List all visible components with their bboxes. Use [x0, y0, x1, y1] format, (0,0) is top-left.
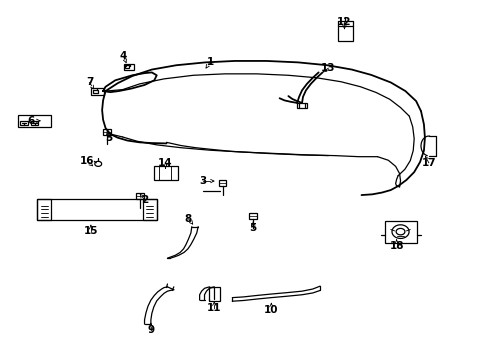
Text: 4: 4 [120, 51, 127, 61]
Text: 9: 9 [147, 325, 154, 335]
Text: 17: 17 [421, 158, 435, 168]
Text: 11: 11 [206, 303, 221, 314]
Bar [384, 221, 416, 243]
Text: 16: 16 [80, 156, 95, 166]
Text: 7: 7 [85, 77, 93, 87]
Bar [209, 287, 220, 301]
Text: 6: 6 [27, 116, 35, 126]
Text: 14: 14 [158, 158, 172, 168]
Text: 1: 1 [206, 57, 214, 67]
Bar [125, 65, 129, 68]
Bar [123, 64, 134, 69]
Bar [297, 103, 306, 108]
Bar [136, 193, 143, 199]
Bar [218, 180, 226, 186]
Bar [37, 199, 157, 220]
Text: 18: 18 [388, 241, 403, 251]
Text: 8: 8 [184, 214, 192, 224]
Text: 5: 5 [105, 133, 112, 143]
Bar [103, 129, 111, 135]
Text: 3: 3 [199, 176, 206, 186]
Bar [143, 199, 157, 220]
Text: 13: 13 [321, 63, 335, 73]
Text: 15: 15 [83, 226, 98, 236]
Bar [37, 199, 51, 220]
Text: 12: 12 [337, 17, 351, 27]
Bar [337, 26, 352, 41]
Bar [93, 90, 98, 93]
Text: 10: 10 [264, 305, 278, 315]
Text: 2: 2 [141, 195, 148, 205]
Text: 5: 5 [249, 224, 256, 233]
Bar [20, 121, 27, 126]
Bar [249, 213, 257, 220]
Bar [18, 116, 51, 127]
Bar [31, 121, 38, 126]
Bar [91, 88, 103, 95]
Bar [154, 166, 177, 180]
